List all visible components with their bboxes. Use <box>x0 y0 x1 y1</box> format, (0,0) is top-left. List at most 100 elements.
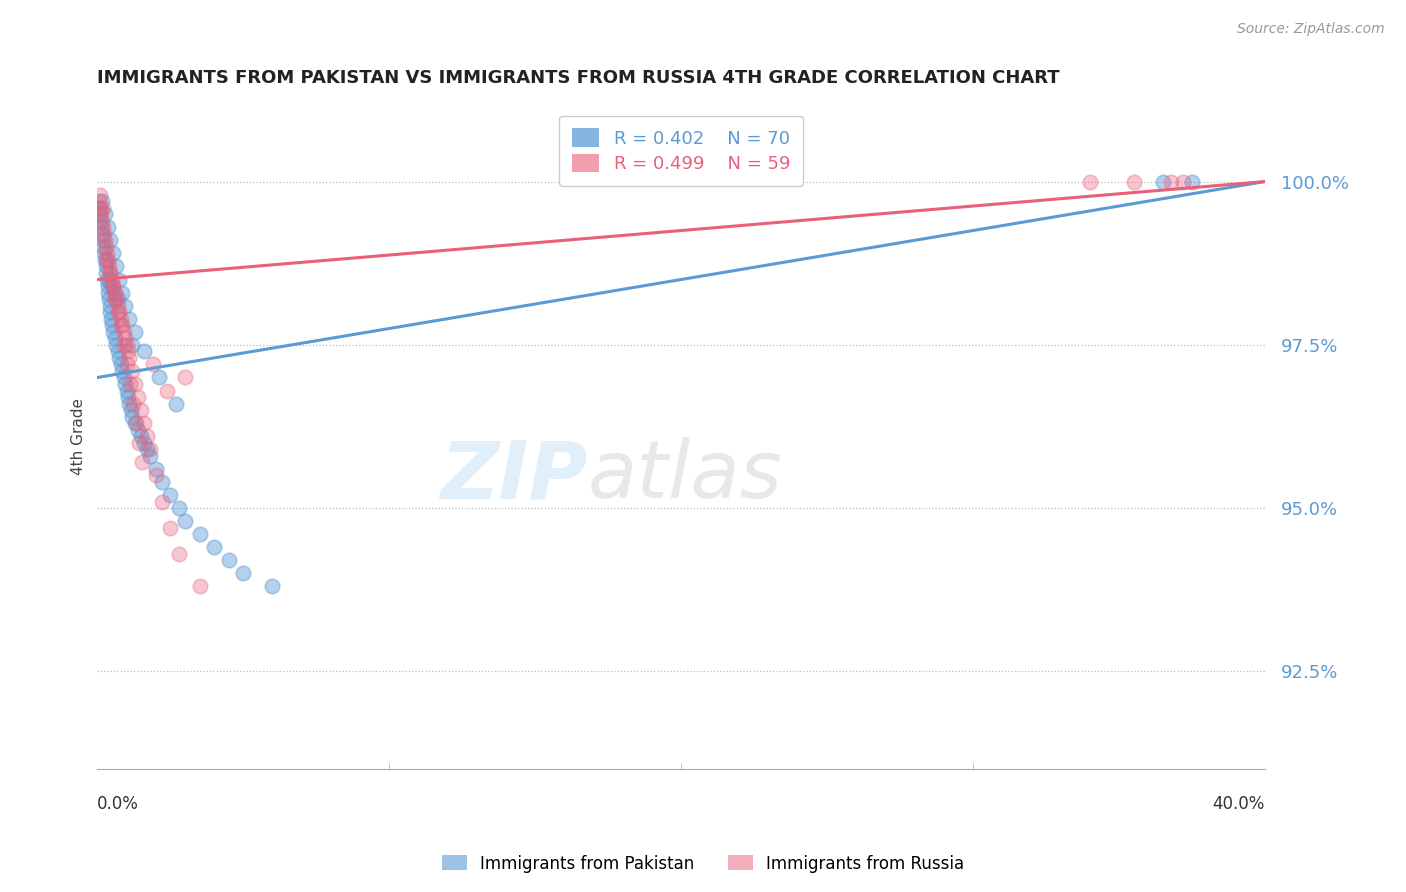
Point <box>150 494 173 508</box>
Point <box>188 527 211 541</box>
Point <box>150 475 173 489</box>
Point <box>111 364 134 378</box>
Point <box>114 377 136 392</box>
Point <box>188 579 211 593</box>
Point <box>112 370 135 384</box>
Point <box>127 423 149 437</box>
Point <box>93 246 115 260</box>
Point <box>117 344 139 359</box>
Point <box>104 331 127 345</box>
Point <box>100 311 122 326</box>
Point <box>167 501 190 516</box>
Point <box>110 318 132 333</box>
Text: ZIP: ZIP <box>440 437 588 516</box>
Point <box>127 390 149 404</box>
Point <box>108 305 131 319</box>
Point <box>103 279 125 293</box>
Point <box>120 403 142 417</box>
Point <box>90 207 112 221</box>
Point <box>87 194 110 209</box>
Point <box>98 266 121 280</box>
Point <box>114 331 136 345</box>
Point <box>101 279 124 293</box>
Point <box>101 272 124 286</box>
Point <box>159 488 181 502</box>
Point <box>89 213 111 227</box>
Point <box>100 266 122 280</box>
Point <box>124 416 146 430</box>
Point <box>94 260 117 274</box>
Point <box>145 468 167 483</box>
Point <box>107 344 129 359</box>
Point <box>112 338 135 352</box>
Point <box>89 187 111 202</box>
Point <box>91 240 114 254</box>
Point <box>165 396 187 410</box>
Point <box>136 442 159 457</box>
Point <box>90 194 112 209</box>
Point <box>174 370 197 384</box>
Point <box>94 266 117 280</box>
Point <box>110 358 132 372</box>
Point <box>108 351 131 365</box>
Point <box>107 305 129 319</box>
Point <box>112 325 135 339</box>
Point <box>98 292 121 306</box>
Point <box>129 403 152 417</box>
Point <box>124 325 146 339</box>
Point <box>118 396 141 410</box>
Point <box>1152 175 1174 189</box>
Point <box>202 541 225 555</box>
Point <box>132 344 155 359</box>
Point <box>100 233 122 247</box>
Point <box>124 377 146 392</box>
Point <box>122 396 145 410</box>
Point <box>131 455 153 469</box>
Point <box>118 311 141 326</box>
Point <box>108 272 131 286</box>
Point <box>114 299 136 313</box>
Point <box>132 435 155 450</box>
Point <box>174 514 197 528</box>
Point <box>111 318 134 333</box>
Point <box>97 285 120 300</box>
Point <box>125 416 148 430</box>
Point <box>1181 175 1204 189</box>
Point <box>93 233 115 247</box>
Point <box>98 272 121 286</box>
Point <box>104 285 127 300</box>
Point <box>91 233 114 247</box>
Point <box>118 351 141 365</box>
Point <box>101 279 124 293</box>
Point <box>105 292 128 306</box>
Point <box>121 364 143 378</box>
Point <box>93 252 115 267</box>
Point <box>1160 175 1182 189</box>
Point <box>97 252 120 267</box>
Point <box>136 429 159 443</box>
Point <box>132 416 155 430</box>
Y-axis label: 4th Grade: 4th Grade <box>72 398 86 475</box>
Point <box>94 240 117 254</box>
Point <box>87 207 110 221</box>
Point <box>159 521 181 535</box>
Point <box>97 279 120 293</box>
Point <box>89 201 111 215</box>
Point <box>93 207 115 221</box>
Legend: R = 0.402    N = 70, R = 0.499    N = 59: R = 0.402 N = 70, R = 0.499 N = 59 <box>560 116 803 186</box>
Point <box>93 227 115 241</box>
Point <box>139 449 162 463</box>
Point <box>100 305 122 319</box>
Point <box>96 272 118 286</box>
Point <box>107 299 129 313</box>
Point <box>89 201 111 215</box>
Point <box>115 384 138 398</box>
Point <box>105 260 128 274</box>
Point <box>1122 175 1144 189</box>
Point <box>1078 175 1101 189</box>
Text: Source: ZipAtlas.com: Source: ZipAtlas.com <box>1237 22 1385 37</box>
Point <box>101 318 124 333</box>
Point <box>115 338 138 352</box>
Point <box>90 213 112 227</box>
Point <box>232 566 254 581</box>
